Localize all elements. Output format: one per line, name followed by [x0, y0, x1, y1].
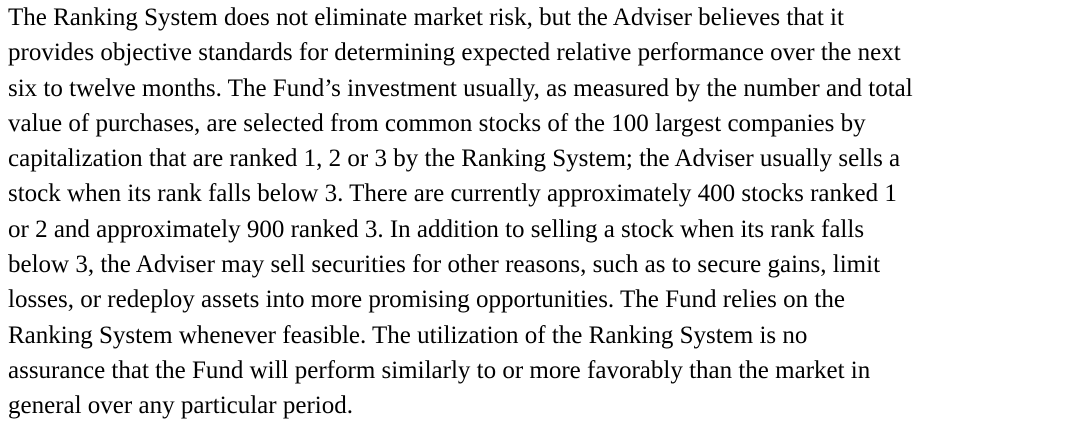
text-line: assurance that the Fund will perform sim… — [8, 356, 871, 384]
text-line: value of purchases, are selected from co… — [8, 109, 866, 137]
text-line: losses, or redeploy assets into more pro… — [8, 286, 845, 314]
text-line: stock when its rank falls below 3. There… — [8, 180, 897, 208]
text-line: The Ranking System does not eliminate ma… — [8, 4, 844, 31]
text-line: six to twelve months. The Fund’s investm… — [8, 74, 913, 102]
text-line: or 2 and approximately 900 ranked 3. In … — [8, 215, 865, 243]
text-line: general over any particular period. — [8, 392, 353, 420]
text-line: below 3, the Adviser may sell securities… — [8, 251, 881, 279]
text-line: capitalization that are ranked 1, 2 or 3… — [8, 145, 901, 173]
text-line: provides objective standards for determi… — [8, 39, 901, 67]
text-line: Ranking System whenever feasible. The ut… — [8, 321, 808, 349]
